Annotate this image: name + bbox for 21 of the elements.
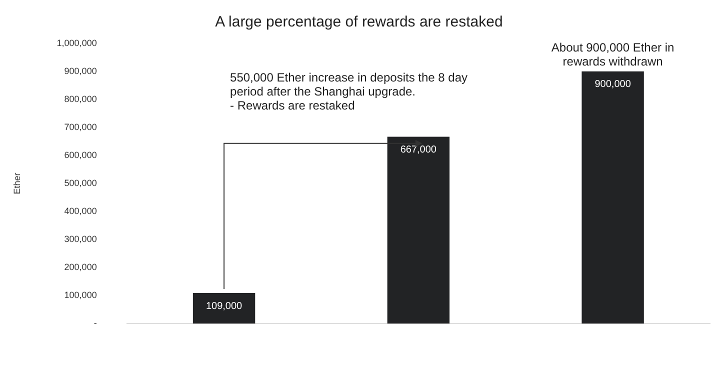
bar (192, 293, 256, 324)
data-label: 109,000 (206, 300, 243, 312)
data-label: 900,000 (594, 79, 632, 90)
y-axis-title: Ether (12, 172, 22, 194)
y-tick-label: 100,000 (64, 290, 97, 300)
y-tick-label: 900,000 (64, 66, 97, 76)
annotation: About 900,000 Ether in rewards withdrawn (551, 40, 674, 68)
y-tick-label: 1,000,000 (56, 38, 97, 48)
y-tick-label: 600,000 (64, 150, 97, 160)
y-tick-label: 300,000 (64, 234, 97, 244)
y-tick-label: 800,000 (64, 94, 97, 104)
annotation: 550,000 Ether increase in deposits the 8 day period after the Shanghai upgrade. - Rewards are restaked (230, 70, 468, 112)
chart-title: A large percentage of rewards are restaked (215, 14, 503, 31)
bar (387, 136, 450, 324)
data-label: 667,000 (400, 144, 437, 156)
bar (582, 71, 644, 324)
y-tick-label: 500,000 (64, 178, 97, 188)
y-tick-label: 700,000 (64, 122, 97, 132)
y-tick-label: - (94, 318, 97, 328)
y-tick-label: 400,000 (64, 206, 97, 216)
y-tick-label: 200,000 (64, 262, 97, 272)
